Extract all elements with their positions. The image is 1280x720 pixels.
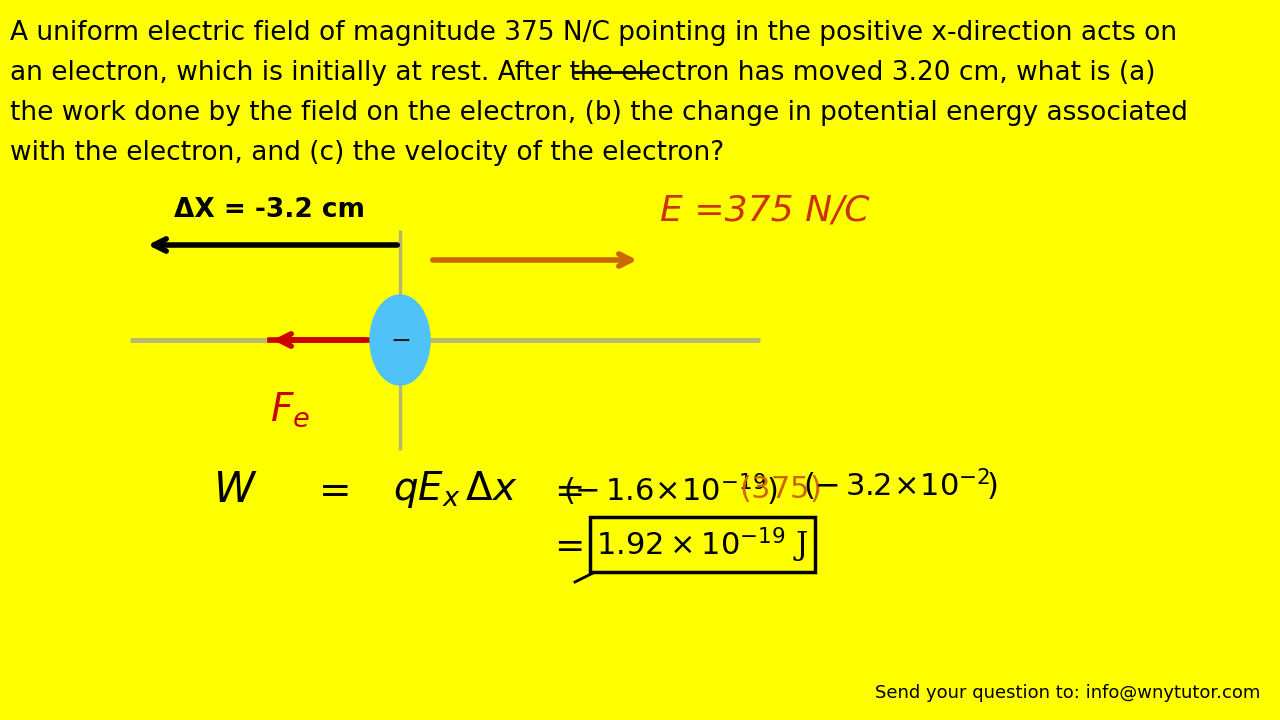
- Text: A uniform electric field of magnitude 375 N/C pointing in the positive x-directi: A uniform electric field of magnitude 37…: [10, 20, 1178, 46]
- Text: $=$: $=$: [311, 472, 349, 508]
- Text: Send your question to: info@wnytutor.com: Send your question to: info@wnytutor.com: [874, 684, 1260, 702]
- Text: $W$: $W$: [212, 469, 257, 511]
- Text: $F_e$: $F_e$: [270, 391, 310, 429]
- Text: ΔX = -3.2 cm: ΔX = -3.2 cm: [174, 197, 366, 223]
- Text: $(375)$: $(375)$: [740, 474, 820, 505]
- Text: $(-\,1.6\!\times\!10^{-19})$: $(-\,1.6\!\times\!10^{-19})$: [563, 472, 777, 508]
- Text: an electron, which is initially at rest. After the electron has moved 3.20 cm, w: an electron, which is initially at rest.…: [10, 60, 1156, 86]
- Text: E =375 N/C: E =375 N/C: [660, 193, 869, 227]
- Bar: [590, 517, 815, 572]
- Text: with the electron, and (c) the velocity of the electron?: with the electron, and (c) the velocity …: [10, 140, 724, 166]
- Text: $1.92\times10^{-19}$ J: $1.92\times10^{-19}$ J: [596, 526, 809, 564]
- Text: $(-\,3.2\!\times\!10^{-2}\!)$: $(-\,3.2\!\times\!10^{-2}\!)$: [803, 467, 997, 503]
- Text: $=$: $=$: [548, 473, 582, 507]
- Text: $qE_x\,\Delta x$: $qE_x\,\Delta x$: [393, 469, 517, 510]
- Text: the work done by the field on the electron, (b) the change in potential energy a: the work done by the field on the electr…: [10, 100, 1188, 126]
- Text: $=$: $=$: [548, 528, 582, 562]
- Text: $-$: $-$: [390, 328, 410, 352]
- Ellipse shape: [370, 295, 430, 385]
